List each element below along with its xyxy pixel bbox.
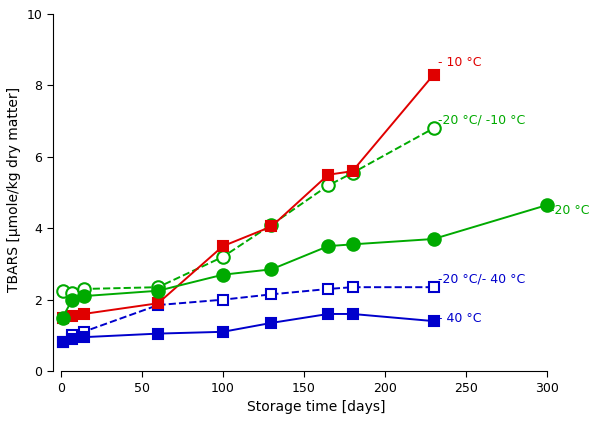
- Text: - 10 °C: - 10 °C: [439, 56, 482, 69]
- Text: - 40 °C: - 40 °C: [439, 312, 482, 325]
- X-axis label: Storage time [days]: Storage time [days]: [247, 400, 385, 414]
- Text: -20 °C: -20 °C: [550, 204, 590, 217]
- Y-axis label: TBARS [μmole/kg dry matter]: TBARS [μmole/kg dry matter]: [7, 86, 21, 292]
- Text: -20 °C/- 40 °C: -20 °C/- 40 °C: [439, 272, 526, 285]
- Text: -20 °C/ -10 °C: -20 °C/ -10 °C: [439, 114, 526, 127]
